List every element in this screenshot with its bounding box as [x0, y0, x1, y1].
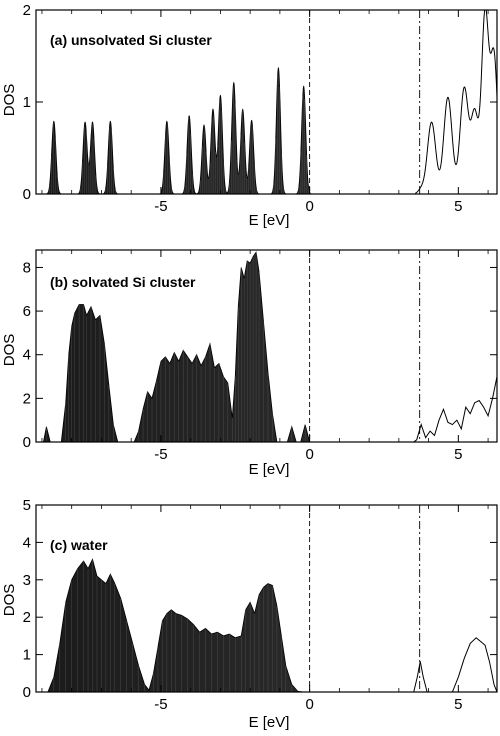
panel-c-occupied-area	[36, 558, 310, 692]
panel-b-ytick-label: 2	[23, 390, 31, 407]
panel-a-ytick-label: 2	[23, 2, 31, 19]
panel-a-series-group	[36, 10, 497, 194]
panel-a-ytick-label: 0	[23, 186, 31, 203]
panel-b-ytick-label: 0	[23, 434, 31, 451]
panel-c-ylabel: DOS	[1, 584, 18, 617]
panel-b-plot: -5 0 5 0 2 4 6 8	[23, 249, 498, 463]
panel-c-plot: -5 0 5 0 1 2 3 4 5	[23, 497, 498, 713]
panel-c-ytick-label: 0	[23, 684, 31, 701]
panel-c-xtick-label: 0	[305, 696, 313, 713]
panel-a-xtick-label: 0	[305, 198, 313, 215]
panel-c-xtick-label: -5	[154, 696, 167, 713]
panel-a-xtick-label: -5	[154, 198, 167, 215]
panel-c-ytick-label: 2	[23, 609, 31, 626]
panel-c-ytick-label: 3	[23, 572, 31, 589]
panel-a-unoccupied-curve	[414, 10, 497, 194]
panel-c-xtick-label: 5	[454, 696, 462, 713]
panel-b-frame	[35, 249, 498, 443]
panel-c: (c) water DOS E [eV]	[1, 537, 289, 731]
panel-b-ytick-label: 4	[23, 347, 31, 364]
panel-b-ylabel: DOS	[1, 334, 18, 367]
panel-c-xlabel: E [eV]	[249, 714, 290, 731]
panel-c-series-group	[36, 558, 497, 692]
plot-layer: -5 0 5 0 1 2 -5 0 5 0 2 4 6 8 -5 0 5 0 1 2 3 4 5	[23, 2, 498, 713]
panel-c-ytick-label: 4	[23, 534, 31, 551]
panel-a-xlabel: E [eV]	[249, 212, 290, 229]
panel-c-ytick-label: 1	[23, 647, 31, 664]
panel-b-label: (b) solvated Si cluster	[50, 274, 196, 290]
panel-b-series-group	[36, 251, 497, 442]
panel-a-ytick-label: 1	[23, 94, 31, 111]
panel-c-label: (c) water	[50, 537, 108, 553]
panel-c-ytick-label: 5	[23, 497, 31, 514]
panel-a-label: (a) unsolvated Si cluster	[50, 32, 212, 48]
panel-c-frame	[35, 504, 498, 693]
panel-b: (b) solvated Si cluster DOS E [eV]	[1, 274, 289, 478]
panel-a-plot: -5 0 5 0 1 2	[23, 2, 498, 215]
panel-b-xtick-label: 5	[454, 446, 462, 463]
panel-a-xtick-label: 5	[454, 198, 462, 215]
panel-b-ytick-label: 6	[23, 303, 31, 320]
panel-a-occupied-area	[36, 67, 313, 194]
panel-a: (a) unsolvated Si cluster DOS E [eV]	[1, 32, 289, 229]
panel-b-ytick-label: 8	[23, 259, 31, 276]
panel-b-xtick-label: -5	[154, 446, 167, 463]
panel-b-xlabel: E [eV]	[249, 461, 290, 478]
panel-c-unoccupied-curve	[413, 637, 497, 692]
panel-a-ylabel: DOS	[1, 84, 18, 117]
panel-b-xtick-label: 0	[305, 446, 313, 463]
panel-b-unoccupied-curve	[413, 376, 497, 442]
